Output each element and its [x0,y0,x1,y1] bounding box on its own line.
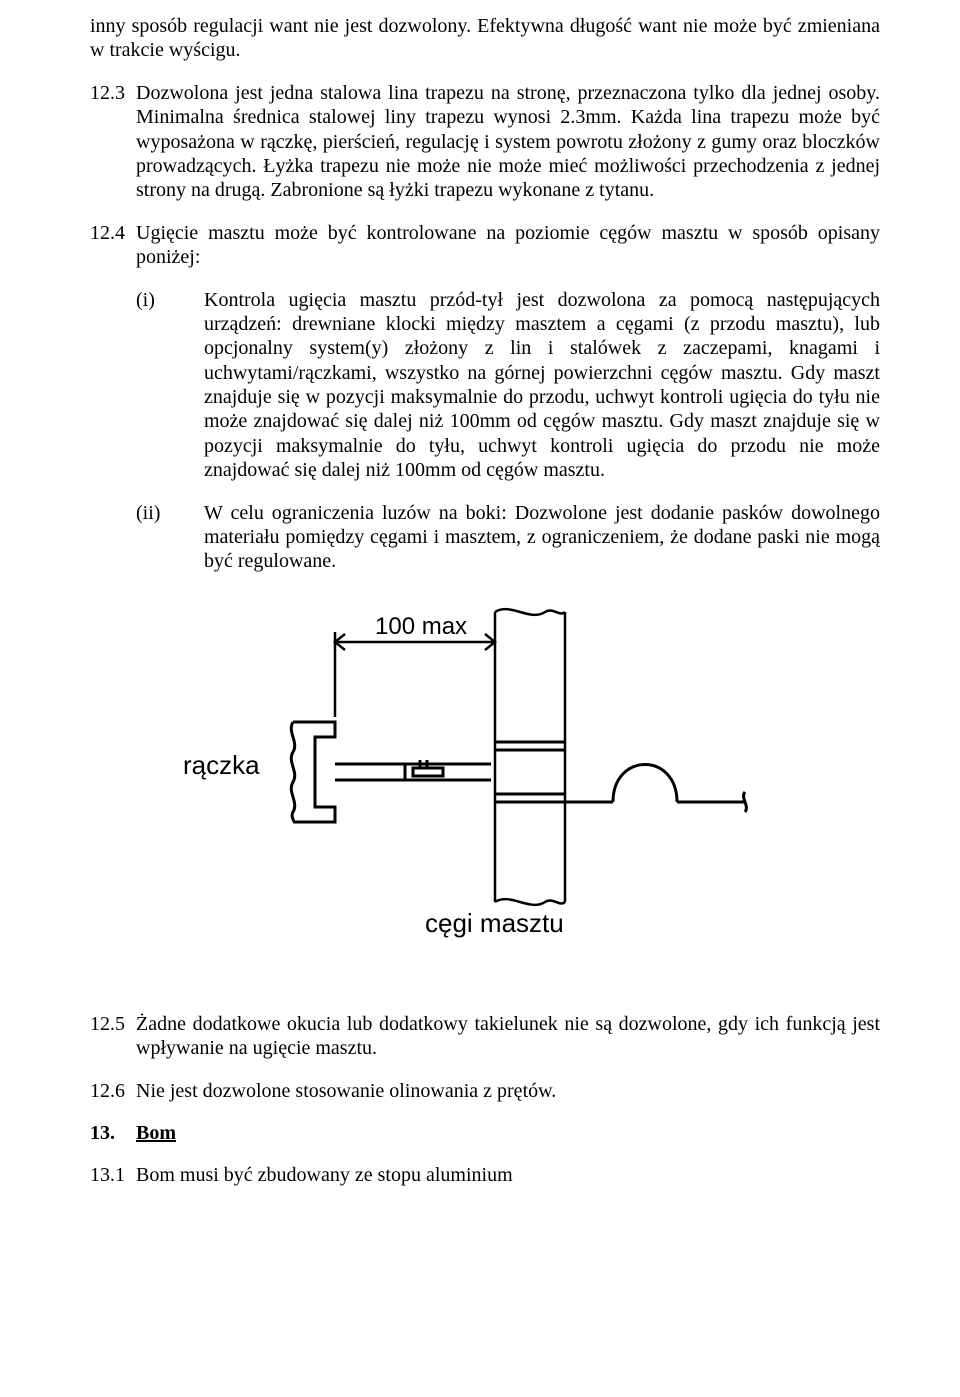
item-text: Bom musi być zbudowany ze stopu aluminiu… [136,1163,880,1187]
item-12-6: 12.6 Nie jest dozwolone stosowanie olino… [90,1079,880,1103]
item-12-5: 12.5 Żadne dodatkowe okucia lub dodatkow… [90,1012,880,1061]
item-number: 13.1 [90,1163,136,1187]
sub-item-number: (i) [136,288,204,483]
sub-item-i: (i) Kontrola ugięcia masztu przód-tył je… [136,288,880,483]
figure-mast-jaws: 100 max rączka [90,592,880,952]
item-text: Nie jest dozwolone stosowanie olinowania… [136,1079,880,1103]
item-text: Ugięcie masztu może być kontrolowane na … [136,221,880,270]
figure-label-handle: rączka [183,750,260,780]
paragraph-intro-trailer: inny sposób regulacji want nie jest dozw… [90,14,880,63]
item-text: Żadne dodatkowe okucia lub dodatkowy tak… [136,1012,880,1061]
sub-item-text: Kontrola ugięcia masztu przód-tył jest d… [204,288,880,483]
item-12-3: 12.3 Dozwolona jest jedna stalowa lina t… [90,81,880,203]
item-number: 12.6 [90,1079,136,1103]
section-number: 13. [90,1121,136,1145]
document-page: inny sposób regulacji want nie jest dozw… [0,0,960,1218]
item-13-1: 13.1 Bom musi być zbudowany ze stopu alu… [90,1163,880,1187]
sub-item-number: (ii) [136,501,204,574]
item-number: 12.3 [90,81,136,203]
sub-item-text: W celu ograniczenia luzów na boki: Dozwo… [204,501,880,574]
section-13: 13. Bom [90,1121,880,1145]
sub-item-ii: (ii) W celu ograniczenia luzów na boki: … [136,501,880,574]
figure-label-mastjaws: cęgi masztu [425,908,564,938]
item-number: 12.4 [90,221,136,270]
section-title: Bom [136,1121,880,1145]
figure-label-100max: 100 max [375,613,467,640]
item-number: 12.5 [90,1012,136,1061]
item-text: Dozwolona jest jedna stalowa lina trapez… [136,81,880,203]
figure-svg: 100 max rączka [175,592,795,952]
sub-list-12-4: (i) Kontrola ugięcia masztu przód-tył je… [136,288,880,574]
item-12-4: 12.4 Ugięcie masztu może być kontrolowan… [90,221,880,270]
